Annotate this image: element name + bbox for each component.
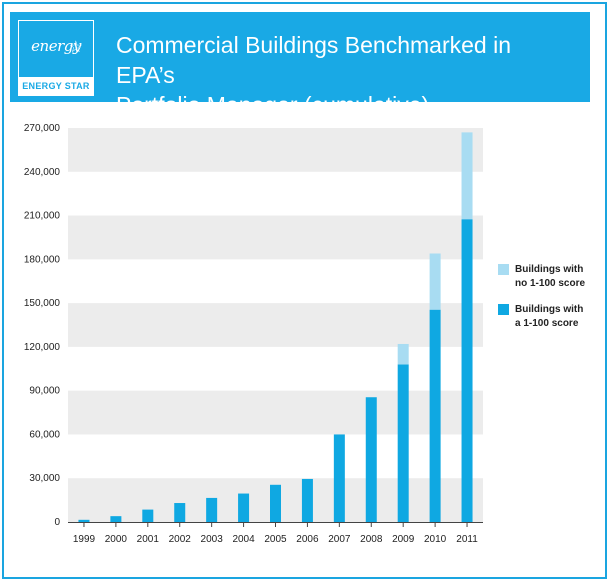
y-tick-label: 120,000 — [24, 342, 61, 353]
y-tick-label: 240,000 — [24, 167, 61, 178]
bar-scored-2009 — [397, 364, 409, 522]
logo-script-text: energy — [31, 37, 81, 55]
grid-band — [68, 303, 483, 347]
x-tick-label: 2003 — [201, 534, 224, 545]
bar-scored-2004 — [238, 493, 250, 522]
y-tick-label: 150,000 — [24, 298, 61, 309]
grid-bands — [68, 128, 483, 522]
y-tick-label: 30,000 — [29, 473, 60, 484]
x-tick-label: 2006 — [296, 534, 319, 545]
grid-band — [68, 128, 483, 172]
bar-scored-2000 — [110, 516, 122, 522]
legend-label-line1: Buildings with — [515, 264, 583, 275]
legend-label-line2: no 1-100 score — [515, 278, 585, 289]
y-tick-label: 90,000 — [29, 386, 60, 397]
grid-band — [68, 215, 483, 260]
chart-title-line1: Commercial Buildings Benchmarked in EPA’… — [116, 32, 511, 88]
x-tick-label: 2011 — [456, 534, 478, 545]
bars — [78, 132, 473, 522]
bar-scored-2001 — [142, 509, 154, 522]
legend-label-line2: a 1-100 score — [515, 318, 579, 329]
bar-scored-1999 — [78, 519, 90, 522]
chart-title: Commercial Buildings Benchmarked in EPA’… — [116, 30, 556, 120]
star-icon: ☆ — [68, 39, 83, 56]
bar-unscored-2011 — [461, 132, 473, 220]
bar-scored-2007 — [333, 434, 345, 522]
y-tick-label: 180,000 — [24, 254, 61, 265]
legend-label-line1: Buildings with — [515, 304, 583, 315]
x-tick-label: 2004 — [232, 534, 255, 545]
grid-band — [68, 390, 483, 435]
bar-scored-2010 — [429, 309, 441, 522]
bar-scored-2002 — [174, 503, 186, 522]
x-tick-label: 1999 — [73, 534, 96, 545]
energy-star-logo: energy ☆ ENERGY STAR — [18, 20, 94, 96]
bar-scored-2008 — [365, 397, 377, 522]
x-tick-label: 2009 — [392, 534, 415, 545]
x-tick-label: 2008 — [360, 534, 383, 545]
y-tick-label: 210,000 — [24, 211, 61, 222]
x-tick-label: 2007 — [328, 534, 351, 545]
x-tick-label: 2001 — [137, 534, 160, 545]
legend-swatch — [498, 264, 509, 275]
x-tick-label: 2000 — [105, 534, 128, 545]
x-tick-label: 2005 — [264, 534, 287, 545]
chart-title-line2: Portfolio Manager (cumulative) — [116, 92, 430, 118]
bar-unscored-2009 — [397, 343, 409, 365]
y-tick-label: 60,000 — [29, 429, 60, 440]
bar-scored-2005 — [270, 484, 281, 522]
x-tick-label: 2002 — [169, 534, 192, 545]
legend-swatch — [498, 304, 509, 315]
logo-band-text: ENERGY STAR — [19, 77, 93, 95]
bar-scored-2011 — [461, 219, 473, 522]
chart-header: energy ☆ ENERGY STAR Commercial Building… — [10, 12, 590, 118]
bar-scored-2003 — [206, 497, 218, 522]
y-tick-label: 0 — [54, 517, 60, 528]
bar-scored-2006 — [301, 478, 313, 522]
legend: Buildings with no 1-100 score Buildings wi… — [498, 264, 585, 329]
x-tick-label: 2010 — [424, 534, 447, 545]
y-tick-label: 270,000 — [24, 123, 61, 134]
bar-unscored-2010 — [429, 253, 441, 310]
y-axis: 0 30,000 60,000 90,000 120,000 150,000 180,000… — [24, 123, 61, 528]
x-axis: 1999 2000 2001 2002 2003 2004 2005 2006 2007 2008… — [68, 522, 483, 545]
